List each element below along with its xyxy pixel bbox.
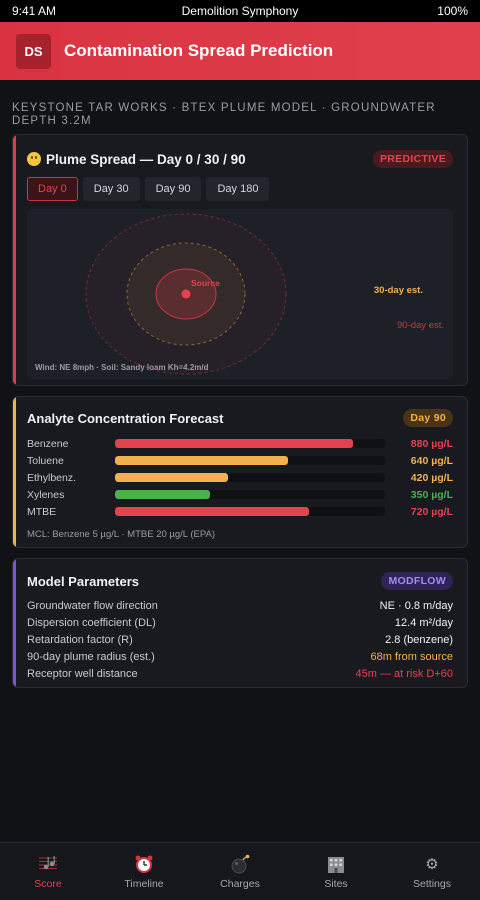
status-bar: 9:41 AM Demolition Symphony 100% <box>0 0 480 22</box>
source-label: Source <box>191 278 220 288</box>
bar-fill <box>115 456 288 465</box>
param-value: 12.4 m²/day <box>394 616 453 629</box>
nav-settings[interactable]: ⚙ Settings <box>384 843 480 900</box>
status-time: 9:41 AM <box>12 4 57 18</box>
modflow-badge: MODFLOW <box>381 572 453 590</box>
bar-track <box>115 490 385 499</box>
card-accent <box>13 559 16 687</box>
param-value: NE · 0.8 m/day <box>379 599 453 612</box>
plume-rings <box>85 213 287 375</box>
building-icon <box>326 854 346 874</box>
param-value: 2.8 (benzene) <box>385 633 453 646</box>
day-tabs: Day 0 Day 30 Day 90 Day 180 <box>13 168 467 201</box>
param-row: Dispersion coefficient (DL) 12.4 m²/day <box>27 614 453 631</box>
predictive-badge: PREDICTIVE <box>372 150 453 168</box>
bottom-nav: Score Timeline Charges <box>0 842 480 900</box>
bar-track <box>115 439 385 448</box>
analyte-name: Ethylbenz. <box>27 471 77 484</box>
param-key: Retardation factor (R) <box>27 633 133 646</box>
bar-track <box>115 507 385 516</box>
nav-label: Settings <box>413 877 451 890</box>
param-row: 90-day plume radius (est.) 68m from sour… <box>27 648 453 665</box>
param-key: Groundwater flow direction <box>27 599 158 612</box>
card-accent <box>13 135 16 385</box>
param-list: Groundwater flow direction NE · 0.8 m/da… <box>13 590 467 682</box>
param-row: Retardation factor (R) 2.8 (benzene) <box>27 631 453 648</box>
site-subheading: KEYSTONE TAR WORKS · BTEX PLUME MODEL · … <box>12 102 436 127</box>
nav-timeline[interactable]: Timeline <box>96 843 192 900</box>
analyte-forecast-card: Analyte Concentration Forecast Day 90 Be… <box>12 396 468 548</box>
card-accent <box>13 397 16 547</box>
tab-day-90[interactable]: Day 90 <box>144 177 202 201</box>
bomb-icon <box>230 854 250 874</box>
analyte-row: Xylenes 350 µg/L <box>27 486 453 503</box>
status-app-name: Demolition Symphony <box>181 4 299 18</box>
nav-charges[interactable]: Charges <box>192 843 288 900</box>
analyte-value: 350 µg/L <box>410 488 453 501</box>
param-key: 90-day plume radius (est.) <box>27 650 155 663</box>
tab-day-0[interactable]: Day 0 <box>27 177 78 201</box>
app-header: DS Contamination Spread Prediction <box>0 22 480 80</box>
param-value: 68m from source <box>370 650 453 663</box>
analyte-name: MTBE <box>27 505 57 518</box>
bar-track <box>115 473 385 482</box>
analyte-value: 420 µg/L <box>410 471 453 484</box>
analyte-name: Xylenes <box>27 488 65 501</box>
plume-title: Plume Spread — Day 0 / 30 / 90 <box>27 152 246 167</box>
card-header: Model Parameters MODFLOW <box>13 559 467 590</box>
page-title: Contamination Spread Prediction <box>64 41 334 60</box>
label-30-day: 30-day est. <box>373 285 423 296</box>
bar-fill <box>115 490 210 499</box>
analyte-title: Analyte Concentration Forecast <box>27 410 224 426</box>
nav-label: Sites <box>324 877 348 890</box>
analyte-value: 720 µg/L <box>410 505 453 518</box>
param-key: Receptor well distance <box>27 667 138 680</box>
score-icon <box>38 854 58 874</box>
face-icon <box>27 152 41 166</box>
plume-map[interactable]: Source 30-day est. 90-day est. Wind: NE … <box>27 209 453 379</box>
nav-score[interactable]: Score <box>0 843 96 900</box>
nav-label: Score <box>34 877 62 890</box>
analyte-value: 880 µg/L <box>410 437 453 450</box>
bar-track <box>115 456 385 465</box>
status-battery: 100% <box>437 4 468 18</box>
params-title: Model Parameters <box>27 573 139 589</box>
bar-fill <box>115 439 353 448</box>
source-point <box>181 289 191 299</box>
map-footnote: Wind: NE 8mph · Soil: Sandy loam Kh=4.2m… <box>35 363 209 372</box>
mcl-note: MCL: Benzene 5 µg/L · MTBE 20 µg/L (EPA) <box>27 529 216 540</box>
analyte-name: Benzene <box>27 437 69 450</box>
analyte-rows: Benzene 880 µg/L Toluene 640 µg/L Ethylb… <box>13 427 467 520</box>
analyte-name: Toluene <box>27 454 64 467</box>
app-logo[interactable]: DS <box>16 33 51 69</box>
plume-spread-card: Plume Spread — Day 0 / 30 / 90 PREDICTIV… <box>12 134 468 386</box>
analyte-row: Ethylbenz. 420 µg/L <box>27 469 453 486</box>
analyte-row: Toluene 640 µg/L <box>27 452 453 469</box>
tab-day-30[interactable]: Day 30 <box>82 177 140 201</box>
card-header: Analyte Concentration Forecast Day 90 <box>13 397 467 427</box>
label-90-day: 90-day est. <box>397 320 444 331</box>
analyte-row: Benzene 880 µg/L <box>27 435 453 452</box>
param-row: Receptor well distance 45m — at risk D+6… <box>27 665 453 682</box>
nav-label: Timeline <box>124 877 164 890</box>
alarm-clock-icon <box>134 854 154 874</box>
tab-day-180[interactable]: Day 180 <box>206 177 270 201</box>
param-row: Groundwater flow direction NE · 0.8 m/da… <box>27 597 453 614</box>
analyte-value: 640 µg/L <box>410 454 453 467</box>
nav-label: Charges <box>220 877 260 890</box>
nav-sites[interactable]: Sites <box>288 843 384 900</box>
model-parameters-card: Model Parameters MODFLOW Groundwater flo… <box>12 558 468 688</box>
bar-fill <box>115 507 310 516</box>
plume-title-text: Plume Spread — Day 0 / 30 / 90 <box>46 151 246 167</box>
gear-icon: ⚙ <box>425 855 439 873</box>
bar-fill <box>115 473 229 482</box>
day-badge: Day 90 <box>403 409 453 427</box>
param-value: 45m — at risk D+60 <box>355 667 453 680</box>
param-key: Dispersion coefficient (DL) <box>27 616 156 629</box>
card-header: Plume Spread — Day 0 / 30 / 90 PREDICTIV… <box>13 135 467 168</box>
analyte-row: MTBE 720 µg/L <box>27 503 453 520</box>
